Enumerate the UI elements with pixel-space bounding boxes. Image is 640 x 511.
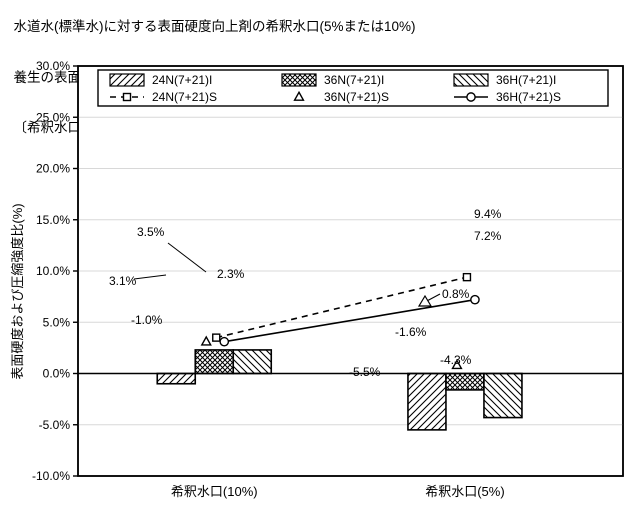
y-tick-label: -10.0% [32, 469, 70, 483]
value-label: 2.3% [217, 267, 245, 281]
y-tick-label: 30.0% [36, 59, 70, 73]
bar-36H_I [484, 374, 522, 418]
legend-label: 36H(7+21)S [496, 90, 561, 104]
legend-marker-24N_S [124, 94, 131, 101]
legend-swatch-24N_I [110, 74, 144, 86]
value-label: 0.8% [442, 287, 470, 301]
legend-label: 24N(7+21)I [152, 73, 212, 87]
y-tick-label: 15.0% [36, 213, 70, 227]
marker-36H_S [220, 338, 228, 346]
marker-36H_S [471, 296, 479, 304]
y-tick-label: 20.0% [36, 162, 70, 176]
value-label: -4.3% [440, 353, 472, 367]
legend-label: 36N(7+21)S [324, 90, 389, 104]
y-tick-label: 0.0% [43, 367, 71, 381]
bar-36N_I [195, 350, 233, 374]
value-label: 3.5% [137, 225, 165, 239]
value-label: -1.6% [395, 325, 427, 339]
value-label: -1.0% [131, 313, 163, 327]
x-group-label: 希釈水口(10%) [171, 484, 258, 499]
legend-swatch-36N_I [282, 74, 316, 86]
bar-36H_I [233, 350, 271, 374]
legend-label: 24N(7+21)S [152, 90, 217, 104]
legend-label: 36N(7+21)I [324, 73, 384, 87]
y-tick-label: -5.0% [39, 418, 71, 432]
x-group-label: 希釈水口(5%) [425, 484, 504, 499]
chart: -10.0% -5.0% 0.0% 5.0% 10.0% 15.0% 20.0% 25.0% 3… [0, 0, 640, 511]
legend-label: 36H(7+21)I [496, 73, 556, 87]
value-label: 9.4% [474, 207, 502, 221]
legend-swatch-36H_I [454, 74, 488, 86]
bar-24N_I [408, 374, 446, 430]
marker-24N_S [463, 274, 470, 281]
value-label: 3.1% [109, 274, 137, 288]
value-label: 7.2% [474, 229, 502, 243]
bar-24N_I [157, 374, 195, 384]
marker-24N_S [213, 334, 220, 341]
legend-marker-36H_S [467, 93, 475, 101]
y-tick-label: 10.0% [36, 264, 70, 278]
y-tick-label: 25.0% [36, 110, 70, 124]
value-label: -5.5% [349, 365, 381, 379]
bar-36N_I [446, 374, 484, 390]
y-tick-label: 5.0% [43, 315, 71, 329]
y-axis-label: 表面硬度および圧縮強度比(%) [10, 203, 25, 379]
